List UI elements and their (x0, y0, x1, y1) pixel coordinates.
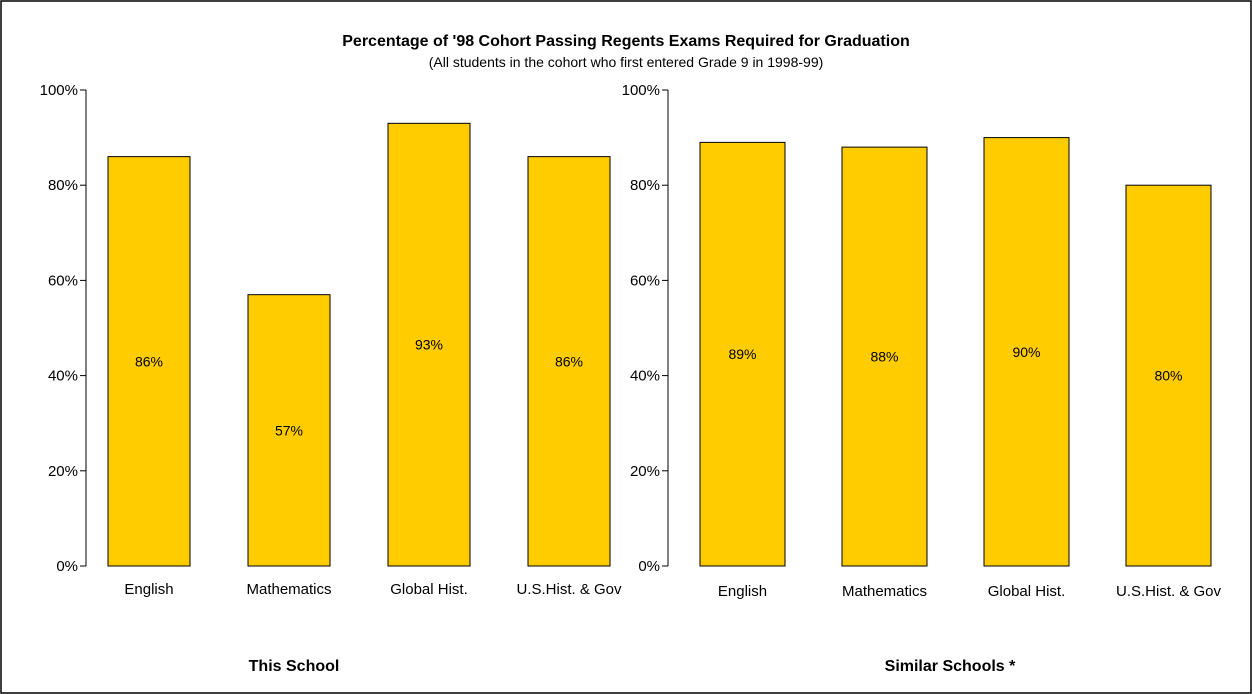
y-tick-label: 40% (48, 368, 78, 385)
y-tick-label: 20% (48, 463, 78, 480)
x-category-label: Global Hist. (390, 581, 468, 598)
bar-this-school-1 (107, 156, 191, 567)
x-category-label: English (718, 583, 767, 600)
y-tick-label: 80% (48, 177, 78, 194)
y-tick-label: 40% (630, 368, 660, 385)
y-tick-label: 60% (630, 272, 660, 289)
bar-this-school-4 (527, 156, 611, 567)
chart-title: Percentage of '98 Cohort Passing Regents… (342, 33, 910, 50)
y-tick-label: 100% (40, 82, 78, 99)
bar-similar-schools-3 (983, 137, 1070, 567)
chart-subtitle: (All students in the cohort who first en… (429, 54, 824, 70)
y-tick-label: 80% (630, 177, 660, 194)
panel-this-school: 0% 20% 40% 60% 80% 100% 86% English 57% Mathemati… (40, 82, 622, 675)
x-category-label: Mathematics (842, 583, 927, 600)
y-tick-label: 0% (638, 558, 660, 575)
bar-this-school-2 (247, 294, 331, 567)
bar-data-label: 57% (275, 422, 303, 438)
panel-title: This School (249, 658, 340, 675)
panel-similar-schools: 0% 20% 40% 60% 80% 100% 89% English 88% Mathemati… (622, 82, 1222, 675)
bar-data-label: 93% (415, 337, 443, 353)
y-tick-label: 100% (622, 82, 660, 99)
panel-title: Similar Schools * (885, 658, 1016, 675)
bar-this-school-3 (387, 122, 471, 567)
x-category-label: U.S.Hist. & Gov (1116, 583, 1222, 600)
y-tick-label: 20% (630, 463, 660, 480)
bar-data-label: 86% (135, 353, 163, 369)
bar-data-label: 89% (728, 346, 756, 362)
bar-similar-schools-4 (1125, 184, 1212, 567)
bar-data-label: 88% (870, 349, 898, 365)
y-tick-label: 0% (56, 558, 78, 575)
x-category-label: Global Hist. (988, 583, 1066, 600)
x-category-label: Mathematics (246, 581, 331, 598)
y-tick-label: 60% (48, 272, 78, 289)
bar-similar-schools-2 (841, 146, 928, 567)
x-category-label: U.S.Hist. & Gov (516, 581, 622, 598)
bar-data-label: 90% (1012, 344, 1040, 360)
bar-data-label: 80% (1154, 368, 1182, 384)
x-category-label: English (124, 581, 173, 598)
bar-similar-schools-1 (699, 141, 786, 567)
bar-data-label: 86% (555, 353, 583, 369)
